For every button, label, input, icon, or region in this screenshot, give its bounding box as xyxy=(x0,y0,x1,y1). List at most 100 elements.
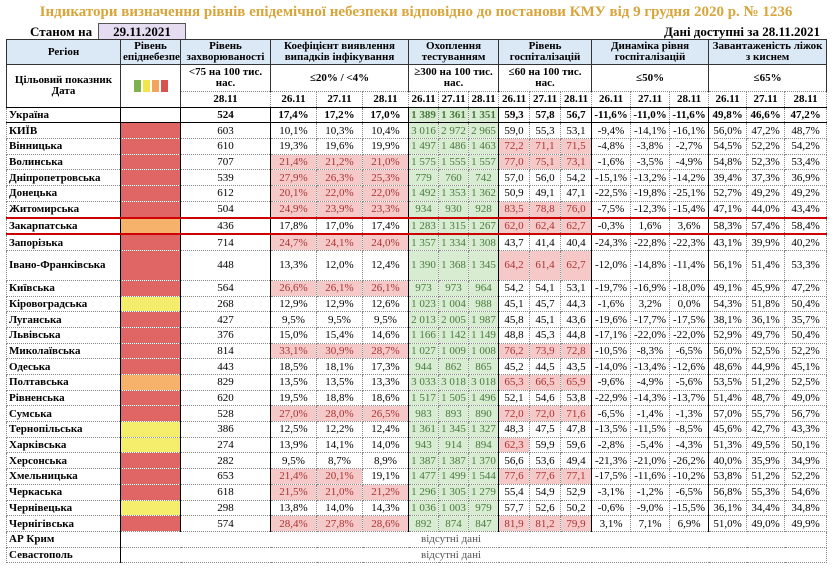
region-name: Сумська xyxy=(6,405,121,423)
test-value: 1 027 xyxy=(408,342,440,360)
test-value: 928 xyxy=(468,200,500,219)
hosp-value: 54,1 xyxy=(529,279,562,297)
date-test-2: 28.11 xyxy=(468,91,500,108)
region-name: Запорізька xyxy=(6,233,121,251)
test-value: 1 497 xyxy=(408,138,440,155)
region-name: Волинська xyxy=(6,153,121,171)
coef-value: 10,4% xyxy=(361,122,410,140)
hosp-value: 65,3 xyxy=(498,374,531,391)
dyn-value: -13,5% xyxy=(591,421,632,438)
coef-value: 13,5% xyxy=(316,374,363,391)
region-name: Полтавська xyxy=(6,374,121,391)
table-row: Харківська 274 13,9% 14,1% 14,0% 943 914 894 62,… xyxy=(6,436,828,454)
incidence-value: 653 xyxy=(180,468,271,485)
beds-value: 36,1% xyxy=(708,499,748,517)
hosp-value: 71,1 xyxy=(529,138,562,155)
available-label: Дані доступні за xyxy=(664,24,759,39)
page-title: Індикатори визначення рівнів епідемічної… xyxy=(39,4,793,20)
test-value: 944 xyxy=(408,358,440,375)
table-row: Полтавська 829 13,5% 13,5% 13,3% 3 033 3 018 3 … xyxy=(6,374,828,391)
level-indicator xyxy=(120,279,181,297)
beds-value: 52,5% xyxy=(746,342,786,360)
dyn-value: -21,0% xyxy=(630,452,671,470)
test-value: 760 xyxy=(438,169,470,187)
hosp-value: 57,7 xyxy=(498,499,531,517)
test-value: 1 987 xyxy=(468,311,500,328)
level-indicator xyxy=(120,326,181,344)
test-value: 1 370 xyxy=(468,452,500,470)
dyn-value: -14,8% xyxy=(630,249,671,281)
table-row: Івано-Франківська 448 13,3% 12,0% 12,4% 1 390… xyxy=(6,249,828,281)
level-indicator xyxy=(120,153,181,171)
test-value: 3 033 xyxy=(408,374,440,391)
test-value: 1 463 xyxy=(468,138,500,155)
dyn-value: -22,3% xyxy=(669,233,710,251)
hosp-value: 43,6 xyxy=(560,311,593,328)
table-row: Миколаївська 814 33,1% 30,9% 28,7% 1 027 1 009… xyxy=(6,342,828,360)
dyn-value: -11,6% xyxy=(591,106,632,124)
beds-value: 55,7% xyxy=(746,405,786,423)
beds-value: 52,3% xyxy=(746,153,786,171)
hosp-value: 54,6 xyxy=(529,389,562,407)
beds-value: 58,3% xyxy=(708,216,748,236)
test-value: 1 166 xyxy=(408,326,440,344)
coef-value: 12,4% xyxy=(361,249,410,281)
dyn-value: -14,1% xyxy=(630,122,671,140)
region-name: Дніпропетровська xyxy=(6,169,121,187)
header-region: Регіон xyxy=(6,39,121,65)
dyn-value: -13,2% xyxy=(630,169,671,187)
coef-value: 26,5% xyxy=(361,405,410,423)
beds-value: 56,1% xyxy=(708,249,748,281)
beds-value: 52,2% xyxy=(784,468,828,485)
date-dyn-2: 28.11 xyxy=(669,91,710,108)
test-value: 1 267 xyxy=(468,216,500,236)
test-value: 979 xyxy=(468,499,500,517)
level-indicator xyxy=(120,249,181,281)
header-coef: Коефіцієнт виявлення випадків інфікуванн… xyxy=(269,39,410,65)
test-value: 1 283 xyxy=(408,216,440,236)
table-row: Львівська 376 15,0% 15,4% 14,6% 1 166 1 142 1 1… xyxy=(6,326,828,344)
coef-value: 19,1% xyxy=(361,468,410,485)
coef-value: 14,6% xyxy=(361,326,410,344)
header-incidence: Рівень захворюваності xyxy=(180,39,271,65)
target-testing: ≥300 на 100 тис. нас. xyxy=(408,64,500,92)
target-incidence: <75 на 100 тис. нас. xyxy=(180,64,271,92)
dyn-value: -11,5% xyxy=(630,421,671,438)
indicators-table: Регіон Рівень епіднебезпеки Рівень захво… xyxy=(6,39,828,564)
date-coef-2: 28.11 xyxy=(361,91,410,108)
coef-value: 33,1% xyxy=(270,342,317,360)
dyn-value: -5,4% xyxy=(630,436,671,454)
hosp-value: 55,4 xyxy=(498,483,531,501)
header-beds: Завантаженість ліжок з киснем xyxy=(708,39,828,65)
dyn-value: -15,1% xyxy=(591,169,632,187)
table-row: Закарпатська 436 17,8% 17,0% 17,4% 1 283 1 315… xyxy=(6,216,828,236)
region-name: Житомирська xyxy=(6,200,121,219)
test-value: 973 xyxy=(408,279,440,297)
beds-value: 37,3% xyxy=(746,169,786,187)
hosp-value: 50,9 xyxy=(498,185,531,202)
dyn-value: -0,6% xyxy=(591,499,632,517)
dyn-value: -16,9% xyxy=(630,279,671,297)
incidence-value: 714 xyxy=(180,233,271,251)
hosp-value: 52,1 xyxy=(498,389,531,407)
test-value: 893 xyxy=(438,405,470,423)
dyn-value: -1,4% xyxy=(630,405,671,423)
coef-value: 17,2% xyxy=(316,106,363,124)
incidence-value: 528 xyxy=(180,405,271,423)
beds-value: 57,0% xyxy=(708,405,748,423)
dyn-value: -22,0% xyxy=(630,326,671,344)
beds-value: 36,1% xyxy=(746,311,786,328)
beds-value: 43,3% xyxy=(784,421,828,438)
coef-value: 14,3% xyxy=(361,499,410,517)
date-test-0: 26.11 xyxy=(408,91,440,108)
beds-value: 53,4% xyxy=(784,153,828,171)
incidence-value: 274 xyxy=(180,436,271,454)
level-indicator xyxy=(120,374,181,391)
test-value: 943 xyxy=(408,436,440,454)
hosp-value: 53,6 xyxy=(529,452,562,470)
coef-value: 21,2% xyxy=(361,483,410,501)
hosp-value: 45,8 xyxy=(498,311,531,328)
coef-value: 26,6% xyxy=(270,279,317,297)
dyn-value: -11,4% xyxy=(669,249,710,281)
hosp-value: 77,0 xyxy=(498,153,531,171)
